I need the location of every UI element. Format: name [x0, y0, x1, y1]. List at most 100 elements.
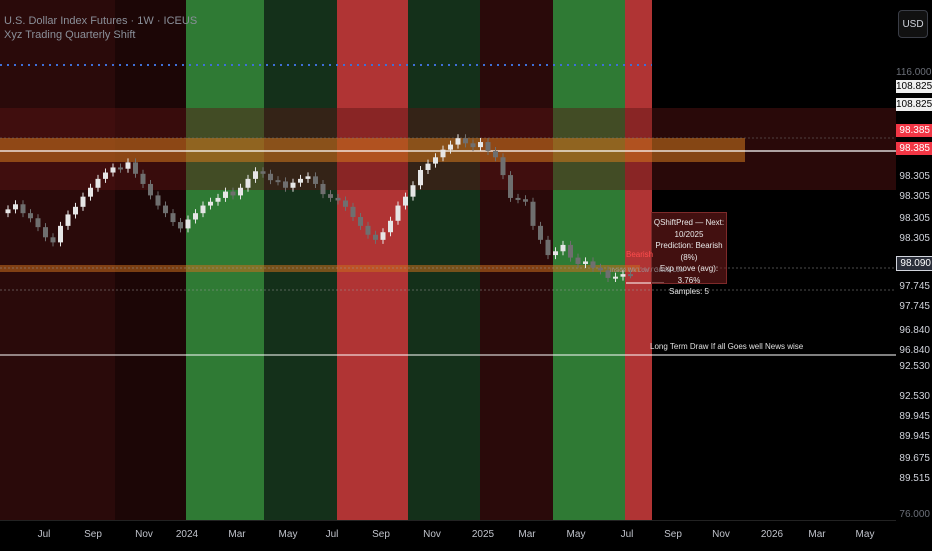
candle-body [140, 173, 146, 184]
candle-body [305, 176, 311, 179]
candle-body [335, 197, 341, 201]
candle-body [343, 200, 348, 207]
candle-body [13, 204, 18, 210]
candle-body [313, 176, 318, 184]
quarter-band [625, 0, 652, 520]
quarter-band [337, 0, 408, 520]
candle-body [260, 171, 266, 174]
low-label: Inside Wk Low / Global Low [610, 268, 685, 274]
chart-canvas[interactable] [0, 0, 896, 520]
price-label: 89.515 [899, 473, 930, 484]
candle-body [433, 157, 438, 164]
price-label: 89.945 [899, 431, 930, 442]
candle-body [20, 204, 26, 214]
time-label: Sep [664, 529, 682, 540]
candle-body [43, 227, 48, 238]
time-label: Sep [372, 529, 390, 540]
time-label: Nov [135, 529, 153, 540]
candle-body [223, 191, 228, 198]
time-label: Mar [518, 529, 536, 540]
quarter-band [408, 0, 480, 520]
candle-body [395, 205, 401, 221]
candle-body [275, 180, 281, 183]
info-prediction: Prediction: Bearish (8%) [655, 241, 723, 262]
time-label: Jul [620, 529, 634, 540]
candle-body [215, 197, 221, 202]
orange-zone-low [0, 265, 640, 272]
candle-body [455, 138, 461, 145]
indicator-name[interactable]: Xyz Trading Quarterly Shift [4, 29, 136, 41]
info-exp-move: Exp move (avg): 3.76% [659, 264, 719, 285]
candle-body [583, 261, 588, 264]
candle-body [440, 149, 446, 158]
price-label: 97.745 [899, 281, 930, 292]
candle-body [155, 195, 161, 206]
candle-body [515, 197, 521, 200]
symbol-title[interactable]: U.S. Dollar Index Futures · 1W · ICEUS [4, 15, 198, 27]
candle-body [95, 178, 101, 188]
candle-body [118, 167, 123, 170]
candle-body [80, 196, 86, 207]
candle-body [73, 206, 78, 215]
price-label: 98.305 [899, 233, 930, 244]
candle-body [418, 169, 423, 186]
candle-body [373, 234, 378, 240]
candle-body [185, 219, 191, 229]
prediction-info-box: QShiftPred — Next: 10/2025 Prediction: B… [651, 212, 727, 296]
candle-body [268, 173, 273, 181]
candle-body [133, 162, 138, 174]
candle-body [568, 244, 573, 258]
candle-body [425, 163, 431, 170]
candle-body [238, 187, 243, 196]
candle-body [530, 201, 536, 226]
candle-body [358, 216, 363, 226]
quarter-band [480, 0, 553, 520]
candle-body [230, 191, 236, 196]
candle-body [388, 220, 393, 233]
time-label: May [855, 529, 875, 540]
candle-body [485, 142, 491, 151]
candle-body [193, 213, 198, 220]
price-label: 98.385 [896, 142, 932, 155]
currency-button[interactable]: USD [898, 10, 928, 38]
price-label: 116.000 [896, 67, 932, 78]
candle-body [28, 213, 33, 219]
price-label: 96.840 [899, 325, 930, 336]
price-label: 92.530 [899, 361, 930, 372]
time-label: May [566, 529, 586, 540]
candle-body [365, 225, 371, 235]
quarter-band [264, 0, 337, 520]
candle-body [575, 257, 581, 264]
candle-body [65, 214, 71, 226]
price-label: 98.090 [896, 256, 932, 271]
candle-body [605, 270, 611, 278]
long-term-draw-label: Long Term Draw If all Goes well News wis… [650, 342, 804, 351]
candle-body [545, 239, 551, 256]
quarter-band [553, 0, 625, 520]
candle-body [350, 206, 356, 217]
candle-body [125, 162, 131, 169]
time-label: Mar [228, 529, 246, 540]
candle-body [598, 267, 603, 271]
candle-body [88, 187, 93, 197]
time-label: Jul [325, 529, 339, 540]
price-label: 98.305 [899, 191, 930, 202]
quarter-band [0, 0, 115, 520]
candle-body [148, 183, 153, 196]
quarter-band [115, 0, 186, 520]
price-label: 76.000 [899, 509, 930, 520]
price-label: 98.305 [899, 213, 930, 224]
time-axis[interactable]: Jul Sep Nov 2024 Mar May Jul Sep Nov 2025 Mar May Ju… [0, 520, 896, 551]
candle-body [170, 213, 176, 223]
candle-body [298, 178, 303, 183]
candle-body [35, 218, 41, 228]
price-axis[interactable]: 116.000 108.825 108.825 98.385 98.385 98.305 9… [896, 60, 932, 520]
info-samples: Samples: 5 [668, 287, 710, 296]
candle-body [590, 261, 596, 268]
time-label: Nov [712, 529, 730, 540]
candle-body [58, 225, 63, 243]
price-label: 97.745 [899, 301, 930, 312]
candle-body [380, 232, 386, 240]
price-label: 89.945 [899, 411, 930, 422]
price-label: 108.825 [896, 98, 932, 111]
